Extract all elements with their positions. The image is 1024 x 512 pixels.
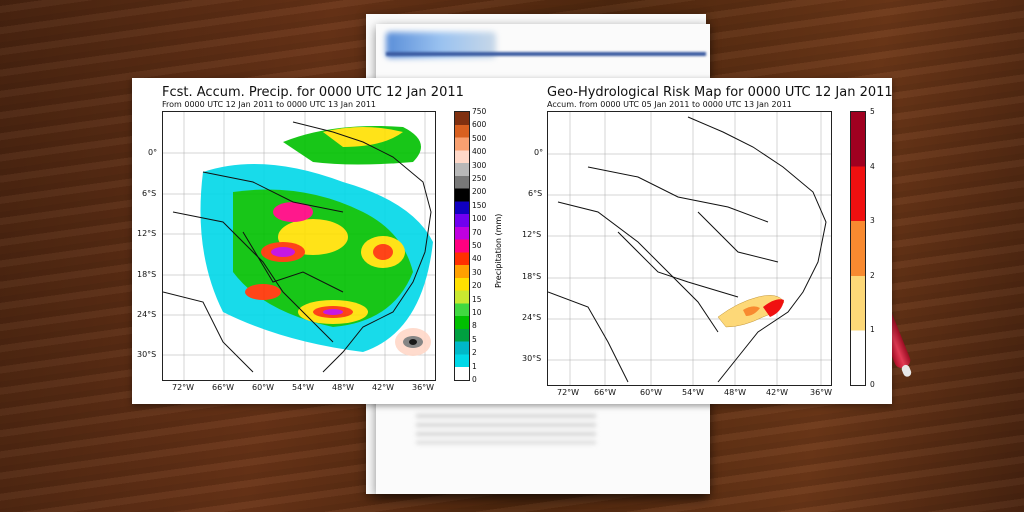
cbar-tick: 0 [472,375,477,384]
left-lon-tick: 54°W [292,383,315,392]
precipitation-map [162,111,436,381]
cbar-tick: 300 [472,161,487,170]
left-lat-tick: 0° [148,148,158,157]
left-lon-tick: 48°W [332,383,355,392]
cbar-tick: 2 [472,348,477,357]
cbar-tick: 150 [472,201,487,210]
left-lon-tick: 42°W [372,383,395,392]
cbar-tick: 400 [472,147,487,156]
cbar-tick: 4 [870,162,875,171]
risk-map-svg [548,112,831,385]
cbar-tick: 600 [472,120,487,129]
cbar-tick: 10 [472,308,482,317]
right-lat-tick: 18°S [522,272,542,281]
cbar-tick: 250 [472,174,487,183]
right-lat-tick: 30°S [522,354,542,363]
left-lat-tick: 6°S [142,189,157,198]
colorbar-axis-label: Precipitation (mm) [494,213,503,288]
blurred-text-block [416,414,596,444]
left-lat-tick: 24°S [137,310,157,319]
cbar-tick: 200 [472,187,487,196]
cbar-tick: 3 [870,216,875,225]
cbar-tick: 5 [870,107,875,116]
left-lat-tick: 18°S [137,270,157,279]
right-lon-tick: 48°W [724,388,747,397]
left-lon-tick: 72°W [172,383,195,392]
cbar-tick: 70 [472,228,482,237]
right-lon-tick: 42°W [766,388,789,397]
cbar-tick: 40 [472,254,482,263]
cbar-tick: 0 [870,380,875,389]
cbar-tick: 8 [472,321,477,330]
risk-map [547,111,832,386]
cbar-tick: 1 [472,362,477,371]
left-lat-tick: 12°S [137,229,157,238]
right-lon-tick: 54°W [682,388,705,397]
left-map-subtitle: From 0000 UTC 12 Jan 2011 to 0000 UTC 13… [162,100,377,109]
right-map-title: Geo-Hydrological Risk Map for 0000 UTC 1… [547,85,893,100]
cbar-tick: 2 [870,271,875,280]
cbar-tick: 5 [472,335,477,344]
right-lat-tick: 12°S [522,230,542,239]
precipitation-colorbar [454,111,470,381]
left-lat-tick: 30°S [137,350,157,359]
cbar-tick: 750 [472,107,487,116]
right-map-subtitle: Accum. from 0000 UTC 05 Jan 2011 to 0000… [547,100,792,109]
cbar-tick: 100 [472,214,487,223]
cbar-tick: 50 [472,241,482,250]
right-lon-tick: 36°W [810,388,833,397]
risk-colorbar [850,111,866,386]
cbar-tick: 1 [870,325,875,334]
left-lon-tick: 36°W [412,383,435,392]
left-map-title: Fcst. Accum. Precip. for 0000 UTC 12 Jan… [162,85,464,100]
figure-panel: Fcst. Accum. Precip. for 0000 UTC 12 Jan… [132,78,893,404]
cbar-tick: 15 [472,295,482,304]
right-lat-tick: 0° [534,148,544,157]
left-lon-tick: 66°W [212,383,235,392]
cbar-tick: 500 [472,134,487,143]
right-lat-tick: 6°S [528,189,543,198]
left-lon-tick: 60°W [252,383,275,392]
blurred-header-line [386,52,706,56]
cbar-tick: 30 [472,268,482,277]
cbar-tick: 20 [472,281,482,290]
right-lon-tick: 66°W [594,388,617,397]
right-lon-tick: 72°W [557,388,580,397]
right-lon-tick: 60°W [640,388,663,397]
precipitation-map-svg [163,112,435,380]
right-lat-tick: 24°S [522,313,542,322]
